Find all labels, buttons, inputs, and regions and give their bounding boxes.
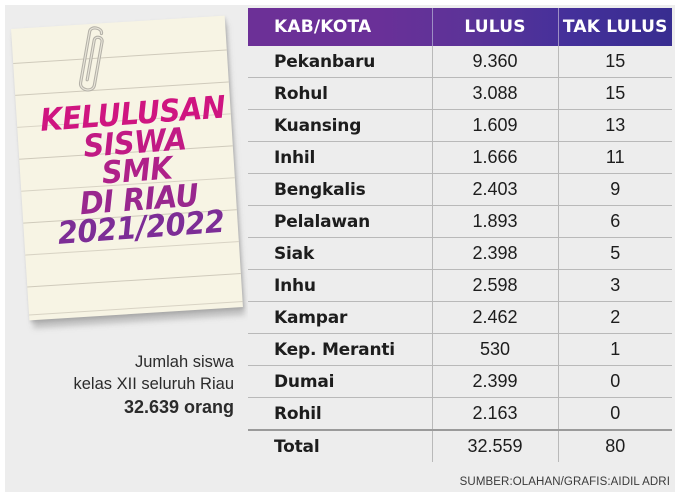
canvas-edge-left bbox=[0, 0, 5, 498]
column-header-lulus: LULUS bbox=[432, 8, 559, 46]
column-header-tak-lulus: TAK LULUS bbox=[562, 17, 668, 37]
cell-tak-lulus: 3 bbox=[558, 269, 672, 302]
summary-caption: Jumlah siswa kelas XII seluruh Riau 32.6… bbox=[12, 352, 235, 420]
table-row: Inhil 1.666 11 bbox=[248, 141, 672, 174]
summary-line-2: kelas XII seluruh Riau bbox=[73, 374, 235, 393]
cell-kabkota: Kuansing bbox=[248, 109, 433, 142]
table-row: Kampar 2.462 2 bbox=[248, 301, 672, 334]
cell-kabkota: Kampar bbox=[248, 301, 433, 334]
cell-kabkota: Rohil bbox=[248, 397, 433, 431]
cell-tak-lulus: 5 bbox=[558, 237, 672, 270]
cell-tak-lulus: 1 bbox=[558, 333, 672, 366]
cell-kabkota: Inhil bbox=[248, 141, 433, 174]
cell-tak-lulus: 6 bbox=[558, 205, 672, 238]
cell-lulus: 9.360 bbox=[432, 46, 559, 78]
cell-kabkota: Rohul bbox=[248, 77, 433, 110]
table-row: Rohil 2.163 0 bbox=[248, 397, 672, 431]
cell-lulus: 1.609 bbox=[432, 109, 559, 142]
cell-tak-lulus: 15 bbox=[558, 77, 672, 110]
table-header-row: KAB/KOTA LULUS TAK LULUS bbox=[248, 8, 672, 46]
table-header: KAB/KOTA LULUS TAK LULUS bbox=[248, 8, 672, 46]
paperclip-icon bbox=[79, 26, 104, 92]
cell-lulus: 32.559 bbox=[432, 430, 559, 462]
table-row: Pelalawan 1.893 6 bbox=[248, 205, 672, 238]
cell-lulus: 2.598 bbox=[432, 269, 559, 302]
column-header-kabkota: KAB/KOTA bbox=[248, 8, 433, 46]
cell-kabkota: Inhu bbox=[248, 269, 433, 302]
cell-kabkota: Siak bbox=[248, 237, 433, 270]
table-row: Bengkalis 2.403 9 bbox=[248, 173, 672, 206]
canvas-edge-top bbox=[0, 0, 680, 5]
data-table-container: KAB/KOTA LULUS TAK LULUS Pekanbaru 9.360 1… bbox=[248, 8, 672, 462]
cell-tak-lulus: 9 bbox=[558, 173, 672, 206]
cell-lulus: 1.893 bbox=[432, 205, 559, 238]
cell-tak-lulus: 0 bbox=[558, 397, 672, 431]
table-row: Kep. Meranti 530 1 bbox=[248, 333, 672, 366]
cell-kabkota: Dumai bbox=[248, 365, 433, 398]
cell-tak-lulus: 2 bbox=[558, 301, 672, 334]
canvas-edge-bottom bbox=[0, 492, 680, 498]
cell-kabkota: Pelalawan bbox=[248, 205, 433, 238]
cell-lulus: 2.462 bbox=[432, 301, 559, 334]
cell-kabkota: Bengkalis bbox=[248, 173, 433, 206]
table-row: Inhu 2.598 3 bbox=[248, 269, 672, 302]
cell-tak-lulus: 0 bbox=[558, 365, 672, 398]
source-credit: SUMBER:OLAHAN/GRAFIS:AIDIL ADRI bbox=[459, 476, 670, 488]
cell-kabkota: Pekanbaru bbox=[248, 46, 433, 78]
cell-lulus: 2.398 bbox=[432, 237, 559, 270]
table-row: Pekanbaru 9.360 15 bbox=[248, 46, 672, 78]
cell-lulus: 2.403 bbox=[432, 173, 559, 206]
cell-lulus: 530 bbox=[432, 333, 559, 366]
cell-lulus: 2.163 bbox=[432, 397, 559, 431]
cell-kabkota: Kep. Meranti bbox=[248, 333, 433, 366]
cell-lulus: 1.666 bbox=[432, 141, 559, 174]
summary-line-1: Jumlah siswa bbox=[134, 353, 234, 371]
cell-tak-lulus: 80 bbox=[558, 430, 672, 462]
cell-tak-lulus: 13 bbox=[558, 109, 672, 142]
cell-kabkota: Total bbox=[248, 430, 433, 462]
table-row: Dumai 2.399 0 bbox=[248, 365, 672, 398]
cell-lulus: 3.088 bbox=[432, 77, 559, 110]
cell-tak-lulus: 15 bbox=[558, 46, 672, 78]
cell-tak-lulus: 11 bbox=[558, 141, 672, 174]
summary-total-students: 32.639 orang bbox=[123, 396, 234, 417]
cell-lulus: 2.399 bbox=[432, 365, 559, 398]
canvas-edge-right bbox=[675, 0, 680, 498]
table-row: Siak 2.398 5 bbox=[248, 237, 672, 270]
table-row: Total 32.559 80 bbox=[248, 430, 672, 462]
note-panel: KELULUSAN SISWA SMK DI RIAU 2021/2022 bbox=[11, 8, 245, 329]
page-title: KELULUSAN SISWA SMK DI RIAU 2021/2022 bbox=[17, 89, 257, 252]
table-row: Rohul 3.088 15 bbox=[248, 77, 672, 110]
table-row: Kuansing 1.609 13 bbox=[248, 109, 672, 142]
table-body: Pekanbaru 9.360 15 Rohul 3.088 15 Kuansing 1.60… bbox=[248, 46, 672, 462]
kelulusan-table: KAB/KOTA LULUS TAK LULUS Pekanbaru 9.360 1… bbox=[248, 8, 672, 462]
